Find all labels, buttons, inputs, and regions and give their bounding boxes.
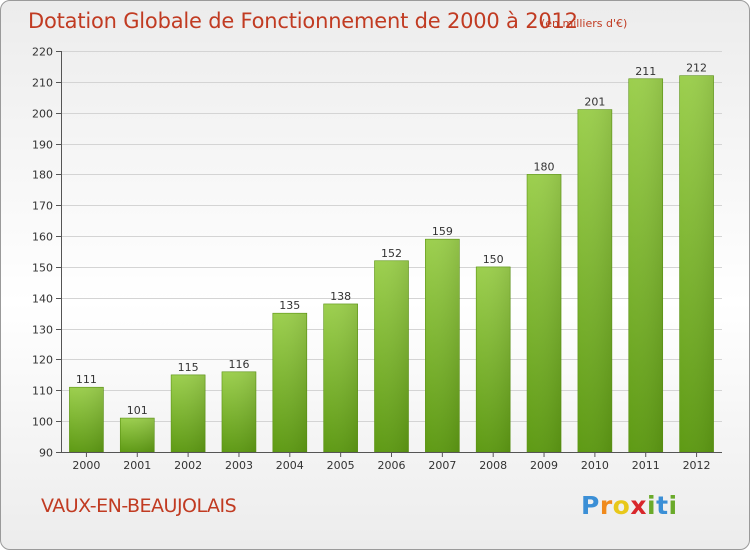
data-label: 115	[178, 361, 199, 374]
bar-shade	[577, 109, 612, 452]
y-tick-label: 100	[32, 416, 53, 429]
y-tick-label: 130	[32, 324, 53, 337]
y-tick-label: 200	[32, 108, 53, 121]
bar-shade	[679, 75, 714, 452]
x-tick-label: 2005	[327, 459, 355, 472]
bar-shade	[272, 313, 307, 452]
logo-letter: r	[599, 491, 613, 520]
y-tick-label: 170	[32, 200, 53, 213]
y-tick-label: 110	[32, 385, 53, 398]
proxiti-logo: Proxiti	[581, 491, 678, 520]
y-tick-label: 210	[32, 77, 53, 90]
x-tick-label: 2002	[174, 459, 202, 472]
x-tick-label: 2008	[479, 459, 507, 472]
x-tick-label: 2003	[225, 459, 253, 472]
data-label: 116	[228, 358, 249, 371]
logo-letter: P	[581, 491, 600, 520]
logo-letter: i	[668, 491, 678, 520]
data-label: 101	[127, 404, 148, 417]
logo-letter: x	[630, 491, 647, 520]
x-tick-label: 2009	[530, 459, 558, 472]
data-label: 111	[76, 373, 97, 386]
x-tick-label: 2012	[683, 459, 711, 472]
chart-title: Dotation Globale de Fonctionnement de 20…	[28, 9, 578, 33]
bar-shade	[69, 387, 104, 452]
bar-shade	[527, 174, 562, 452]
data-label: 150	[483, 253, 504, 266]
logo-letter: i	[647, 491, 657, 520]
x-tick-label: 2004	[276, 459, 304, 472]
y-tick-label: 90	[39, 447, 53, 460]
x-tick-label: 2010	[581, 459, 609, 472]
bar-shade	[628, 78, 663, 452]
y-tick-label: 150	[32, 262, 53, 275]
data-label: 180	[534, 160, 555, 173]
logo-letter: o	[612, 491, 631, 520]
y-tick-label: 180	[32, 169, 53, 182]
data-label: 135	[279, 299, 300, 312]
data-label: 211	[635, 65, 656, 78]
bar-shade	[171, 374, 206, 452]
bars: 111 101 115 116 135 138 152 159 150 180 201 211 212	[69, 62, 714, 453]
bar-shade	[323, 303, 358, 452]
data-label: 159	[432, 225, 453, 238]
y-tick-label: 190	[32, 139, 53, 152]
bar-shade	[425, 239, 460, 452]
y-tick-label: 120	[32, 354, 53, 367]
x-tick-label: 2000	[72, 459, 100, 472]
data-label: 212	[686, 62, 707, 75]
commune-name: VAUX-EN-BEAUJOLAIS	[41, 495, 237, 517]
bar-shade	[476, 266, 511, 452]
data-label: 152	[381, 247, 402, 260]
bar-shade	[120, 418, 155, 452]
bar-shade	[374, 260, 409, 452]
y-tick-label: 220	[32, 46, 53, 59]
x-tick-label: 2001	[123, 459, 151, 472]
logo-letter: t	[656, 491, 669, 520]
y-tick-label: 160	[32, 231, 53, 244]
bar-shade	[221, 371, 256, 452]
y-tick-label: 140	[32, 293, 53, 306]
x-tick-label: 2006	[378, 459, 406, 472]
data-label: 201	[584, 96, 605, 109]
unit-note: (en milliers d'€)	[541, 17, 628, 30]
x-tick-label: 2011	[632, 459, 660, 472]
axes: 90 100 110 120 130 140 150 160 170 180 190 200 210 22…	[32, 46, 722, 472]
data-label: 138	[330, 290, 351, 303]
x-tick-label: 2007	[428, 459, 456, 472]
